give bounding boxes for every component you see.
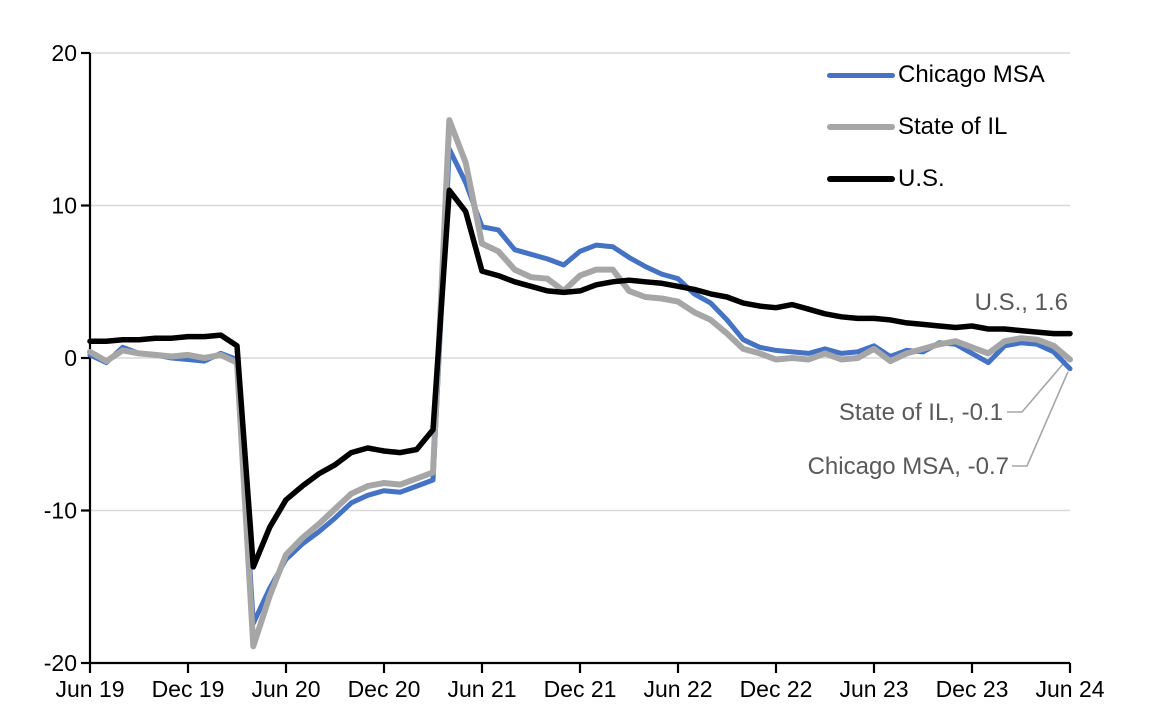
legend-item-chicago-msa: Chicago MSA: [827, 49, 1045, 101]
us-line-swatch: [827, 176, 895, 182]
y-tick-label: -10: [44, 498, 77, 524]
data-label-us: U.S., 1.6: [974, 289, 1068, 316]
x-tick-label: Jun 19: [55, 676, 124, 702]
x-tick-label: Jun 20: [251, 676, 320, 702]
legend-item-us: U.S.: [827, 153, 1045, 205]
series-line-u-s-: [87, 187, 1073, 570]
legend-item-state-of-il: State of IL: [827, 101, 1045, 153]
x-tick-label: Dec 19: [152, 676, 225, 702]
legend-label-us: U.S.: [898, 165, 945, 192]
x-tick-label: Jun 21: [447, 676, 516, 702]
x-tick-label: Dec 22: [740, 676, 813, 702]
data-label-chicago-msa: Chicago MSA, -0.7: [807, 453, 1009, 480]
chicago-msa-line-swatch: [827, 72, 895, 78]
x-tick-label: Jun 24: [1035, 676, 1104, 702]
y-tick-label: 0: [64, 345, 77, 371]
series-line-state-of-il: [87, 117, 1073, 650]
x-tick-label: Jun 22: [643, 676, 712, 702]
y-tick-label: -20: [44, 650, 77, 676]
x-tick-label: Dec 23: [936, 676, 1009, 702]
x-tick-label: Dec 21: [544, 676, 617, 702]
legend-label-state-of-il: State of IL: [898, 113, 1008, 140]
legend-label-chicago-msa: Chicago MSA: [898, 61, 1045, 88]
data-label-state-of-il: State of IL, -0.1: [838, 399, 1003, 426]
x-tick-label: Dec 20: [348, 676, 421, 702]
leader-line-state-of-il: [1007, 360, 1067, 413]
state-of-il-line-swatch: [827, 124, 895, 130]
leader-line-chicago-msa: [1012, 371, 1069, 467]
x-tick-label: Jun 23: [839, 676, 908, 702]
y-tick-label: 10: [51, 193, 77, 219]
y-tick-label: 20: [51, 40, 77, 66]
legend: Chicago MSA State of IL U.S.: [827, 49, 1045, 205]
